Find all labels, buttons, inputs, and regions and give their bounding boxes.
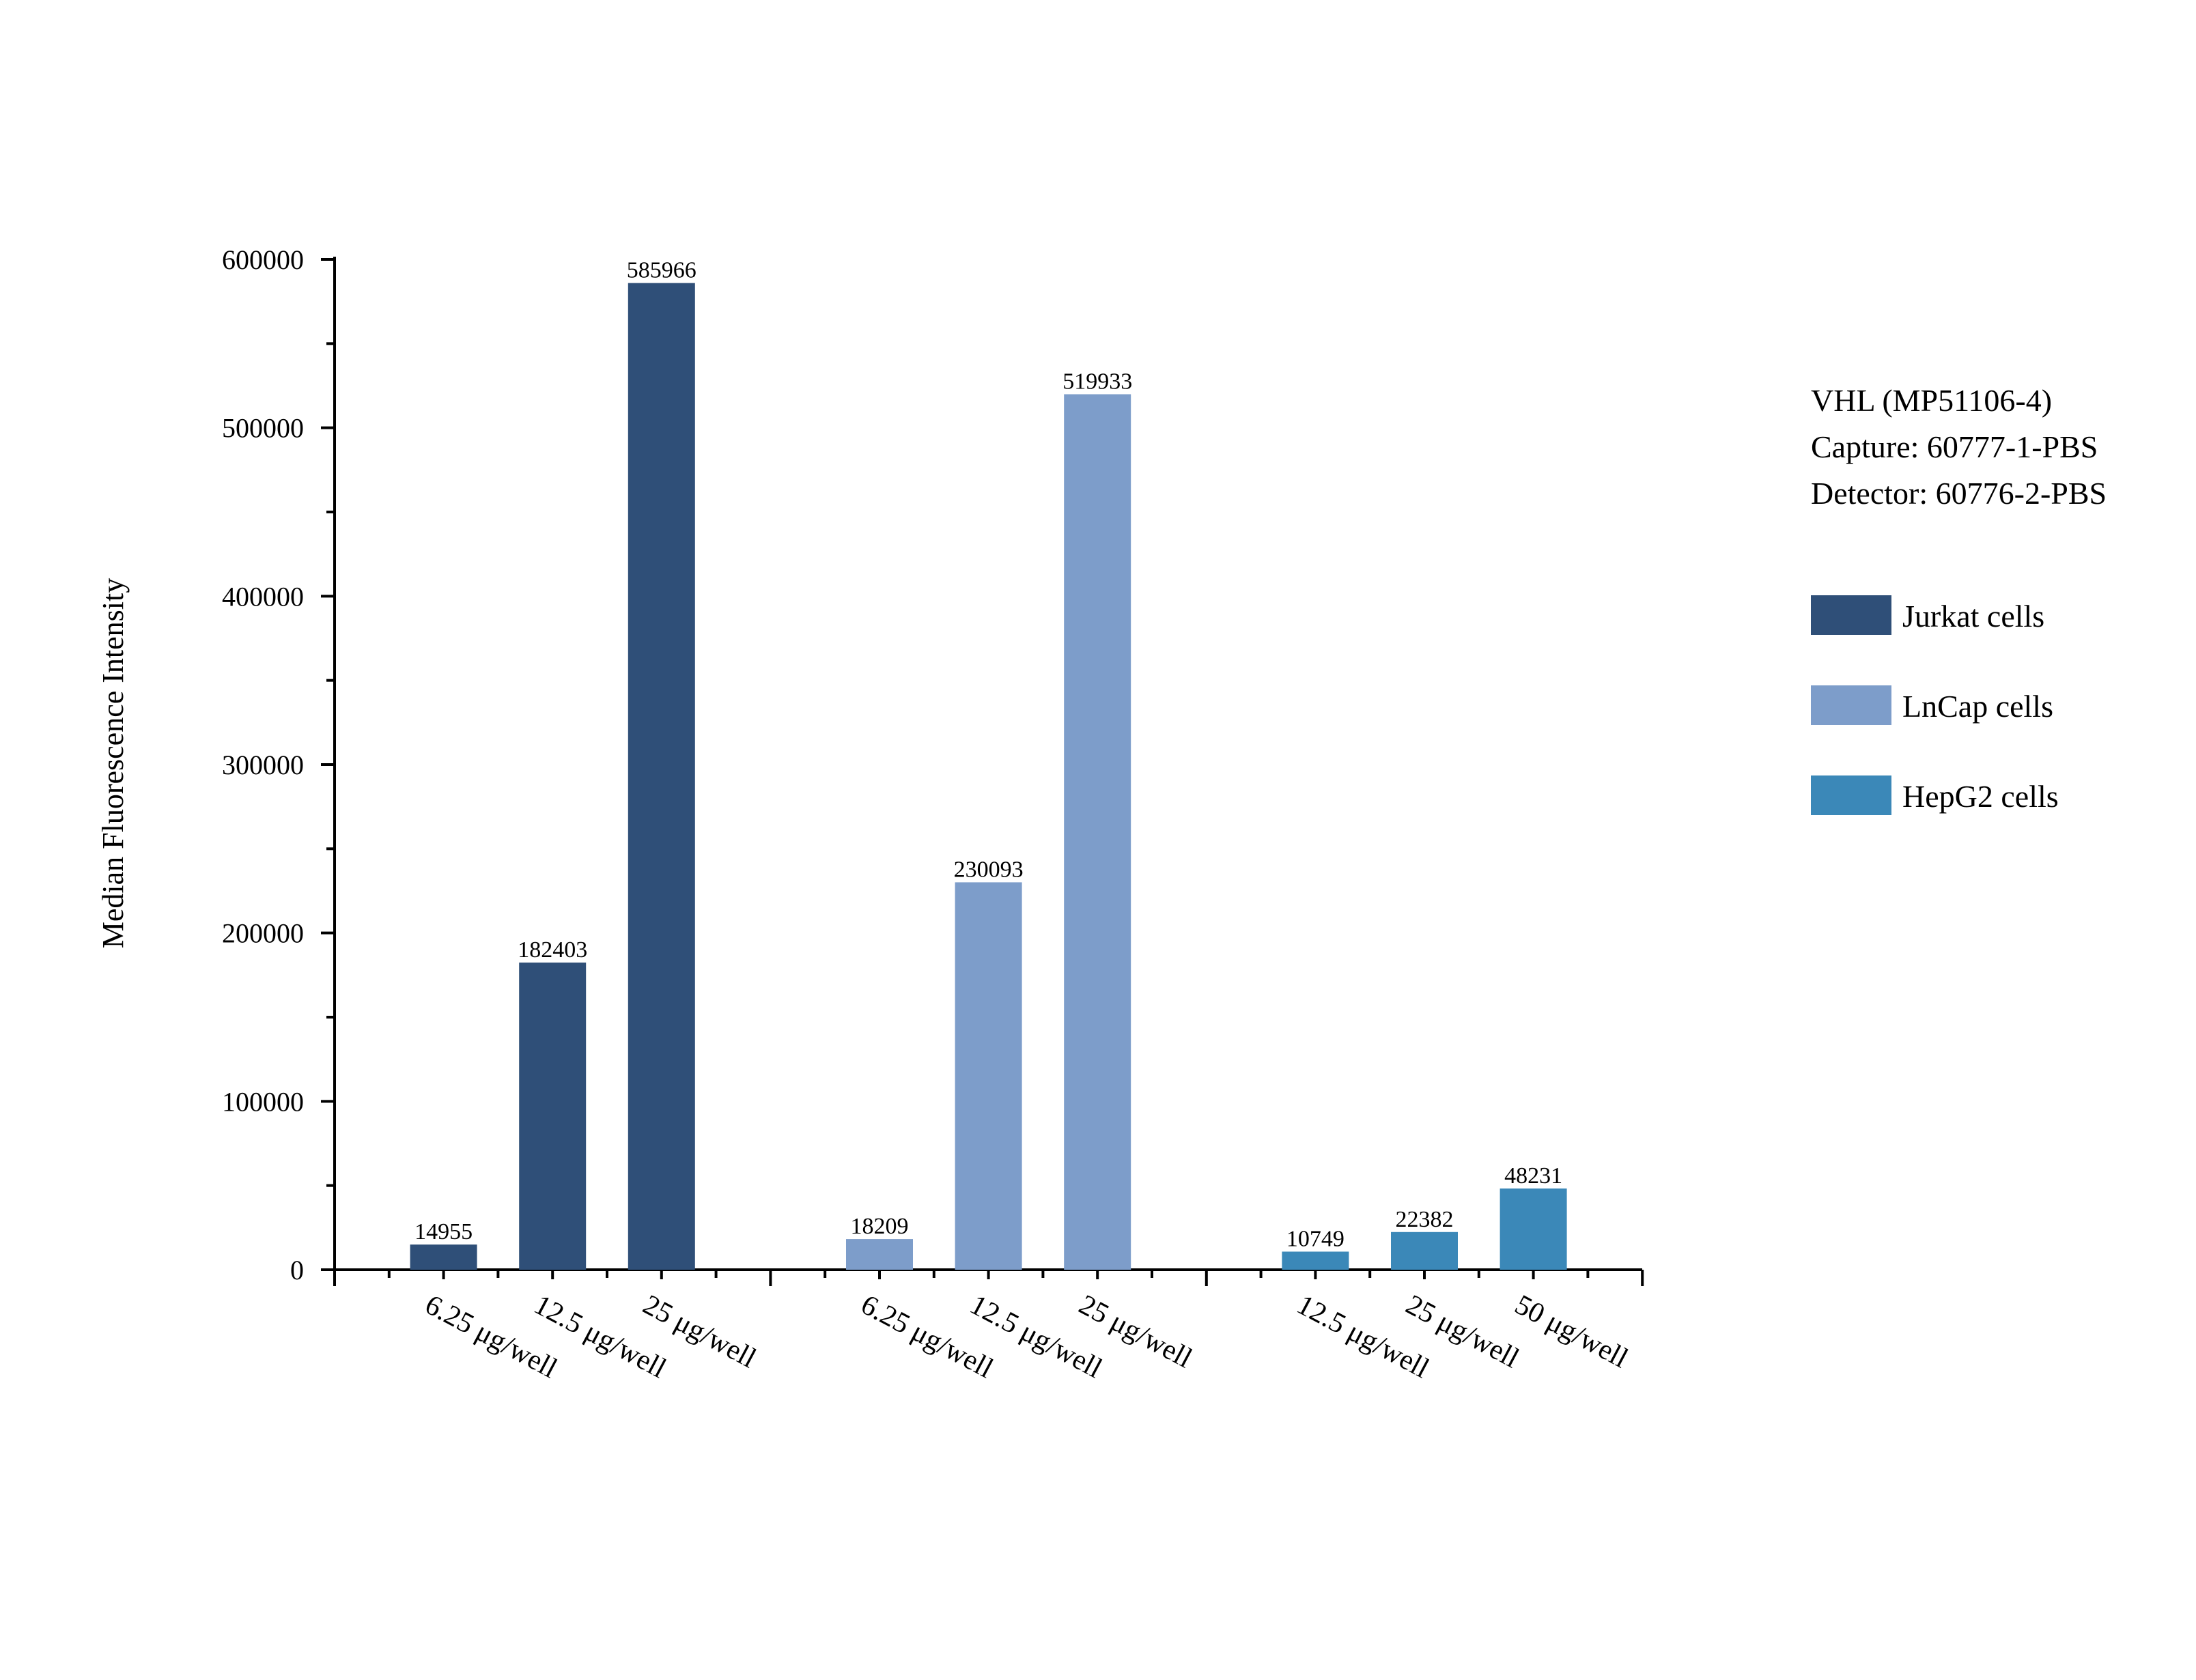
info-title: VHL (MP51106-4) — [1811, 383, 2052, 418]
data-label: 22382 — [1396, 1207, 1454, 1232]
legend-label: HepG2 cells — [1902, 779, 2059, 814]
legend-swatch — [1811, 775, 1891, 815]
data-label: 14955 — [414, 1219, 473, 1244]
data-label: 585966 — [627, 258, 696, 283]
info-capture: Capture: 60777-1-PBS — [1811, 429, 2098, 464]
y-tick-label: 300000 — [222, 750, 304, 780]
y-axis-title: Median Fluorescence Intensity — [96, 578, 130, 949]
bar — [519, 963, 587, 1270]
bar — [1500, 1188, 1567, 1270]
axes: 0 100000 200000 300000 400000 500000 600000 — [222, 244, 1644, 1286]
legend-item: LnCap cells — [1811, 685, 2053, 725]
legend-swatch — [1811, 685, 1891, 725]
bar — [846, 1239, 913, 1270]
bar — [1064, 394, 1131, 1270]
bar — [410, 1244, 477, 1270]
legend: Jurkat cells LnCap cells HepG2 cells — [1811, 595, 2059, 815]
bars — [410, 283, 1567, 1270]
chart-info-block: VHL (MP51106-4) Capture: 60777-1-PBS Det… — [1811, 383, 2107, 511]
y-tick-label: 600000 — [222, 244, 304, 275]
y-tick-label: 200000 — [222, 918, 304, 949]
y-tick-label: 0 — [290, 1255, 304, 1285]
data-label: 230093 — [954, 857, 1024, 882]
bar — [1391, 1231, 1458, 1270]
legend-label: Jurkat cells — [1902, 599, 2044, 633]
bar — [628, 283, 695, 1270]
y-tick-label: 400000 — [222, 581, 304, 612]
y-ticks: 0 100000 200000 300000 400000 500000 600000 — [222, 244, 335, 1285]
x-ticks — [333, 1270, 1644, 1286]
data-label: 48231 — [1504, 1163, 1562, 1188]
legend-swatch — [1811, 595, 1891, 635]
x-category-label: 50 μg/well — [1510, 1289, 1633, 1374]
legend-label: LnCap cells — [1902, 689, 2053, 724]
y-tick-label: 500000 — [222, 413, 304, 444]
data-label: 182403 — [518, 937, 587, 963]
y-tick-label: 100000 — [222, 1086, 304, 1117]
data-labels: 14955 182403 585966 18209 230093 519933 10749 2… — [414, 258, 1562, 1252]
bar — [955, 882, 1022, 1270]
data-label: 519933 — [1062, 369, 1132, 394]
data-label: 10749 — [1286, 1226, 1345, 1251]
data-label: 18209 — [851, 1214, 909, 1239]
legend-item: HepG2 cells — [1811, 775, 2059, 815]
bar — [1282, 1251, 1349, 1270]
info-detector: Detector: 60776-2-PBS — [1811, 476, 2107, 511]
legend-item: Jurkat cells — [1811, 595, 2044, 635]
